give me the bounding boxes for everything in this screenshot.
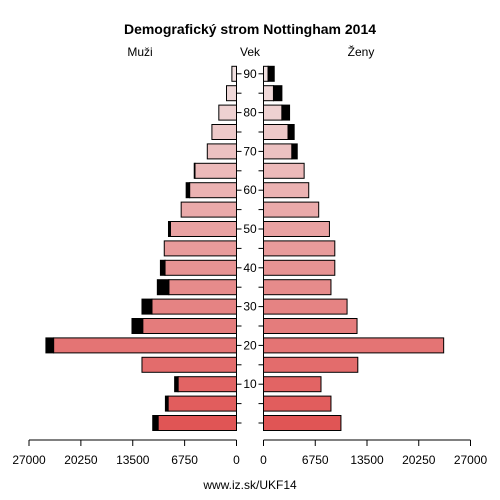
axes-group: 10 20 30 40 50 60 70 80 90 27000 20250 13500 6750 0 0 6… (12, 67, 487, 467)
x-tick-label: 6750 (302, 453, 329, 467)
bar-men-55-59 (180, 201, 238, 218)
bar-women-90+ (263, 65, 269, 82)
bar-men-excess-40-44 (159, 259, 166, 276)
bar-men-excess-65-69 (193, 162, 196, 179)
bar-men-65-69 (194, 162, 237, 179)
bar-men-70-74 (206, 143, 237, 160)
bar-women-45-49 (263, 240, 336, 257)
bar-women-50-54 (263, 221, 330, 237)
bar-men-excess-0-4 (152, 415, 159, 431)
bar-women-excess-90+ (267, 65, 275, 82)
bar-women-55-59 (263, 201, 320, 218)
x-tick-label: 20250 (402, 453, 436, 467)
bar-men-45-49 (163, 240, 237, 257)
x-tick-label: 27000 (12, 453, 46, 467)
bar-women-80-84 (263, 104, 283, 121)
bar-men-excess-30-34 (141, 298, 153, 315)
bar-women-60-64 (263, 182, 310, 199)
bar-men-75-79 (211, 124, 238, 140)
bar-men-5-9 (167, 395, 237, 412)
center-label-age: Vek (240, 45, 261, 59)
x-tick-label: 0 (233, 453, 240, 467)
bar-men-excess-10-14 (174, 376, 179, 393)
x-tick-label: 13500 (350, 453, 384, 467)
bar-women-70-74 (263, 143, 293, 160)
x-tick-label: 27000 (454, 453, 488, 467)
bar-women-5-9 (263, 395, 332, 412)
bar-women-35-39 (263, 279, 332, 296)
bar-women-65-69 (263, 162, 305, 179)
bar-men-excess-5-9 (164, 395, 169, 412)
bar-men-60-64 (189, 182, 238, 199)
bar-men-85-89 (226, 85, 238, 102)
x-tick-label: 13500 (116, 453, 150, 467)
bar-women-0-4 (263, 415, 342, 431)
bar-men-35-39 (168, 279, 238, 296)
bar-men-15-19 (141, 356, 238, 373)
bar-men-40-44 (164, 259, 237, 276)
age-tick-label: 90 (243, 67, 257, 81)
age-tick-label: 70 (243, 144, 257, 158)
bar-men-80-84 (218, 104, 238, 121)
bar-women-40-44 (263, 259, 336, 276)
bars-group (45, 65, 445, 431)
bar-men-30-34 (151, 298, 238, 315)
source-label: www.iz.sk/UKF14 (202, 478, 297, 492)
bar-women-85-89 (263, 85, 274, 102)
left-label-men: Muži (127, 45, 152, 59)
bar-women-25-29 (263, 318, 358, 334)
x-tick-label: 6750 (171, 453, 198, 467)
bar-women-10-14 (263, 376, 322, 393)
age-tick-label: 40 (243, 261, 257, 275)
right-label-women: Ženy (348, 44, 375, 59)
bar-women-excess-75-79 (287, 124, 295, 140)
chart-title: Demografický strom Nottingham 2014 (124, 21, 376, 37)
bar-men-excess-25-29 (131, 318, 144, 334)
bar-men-excess-50-54 (167, 221, 171, 237)
bar-men-0-4 (157, 415, 237, 431)
bar-men-10-14 (177, 376, 237, 393)
bar-women-30-34 (263, 298, 348, 315)
bar-men-25-29 (142, 318, 237, 334)
x-tick-label: 0 (260, 453, 267, 467)
bar-women-excess-70-74 (291, 143, 298, 160)
age-tick-label: 80 (243, 106, 257, 120)
x-tick-label: 20250 (64, 453, 98, 467)
bar-men-90+ (231, 65, 237, 82)
bar-men-excess-35-39 (156, 279, 170, 296)
bar-women-75-79 (263, 124, 289, 140)
bar-men-50-54 (169, 221, 237, 237)
age-tick-label: 60 (243, 183, 257, 197)
bar-women-20-24 (263, 337, 445, 354)
bar-women-excess-85-89 (272, 85, 283, 102)
age-tick-label: 20 (243, 338, 257, 352)
bar-men-excess-20-24 (45, 337, 55, 354)
bar-men-excess-60-64 (185, 182, 191, 199)
bar-men-20-24 (53, 337, 238, 354)
age-tick-label: 50 (243, 222, 257, 236)
age-tick-label: 10 (243, 377, 257, 391)
bar-women-excess-80-84 (281, 104, 291, 121)
bar-women-15-19 (263, 356, 359, 373)
age-tick-label: 30 (243, 300, 257, 314)
